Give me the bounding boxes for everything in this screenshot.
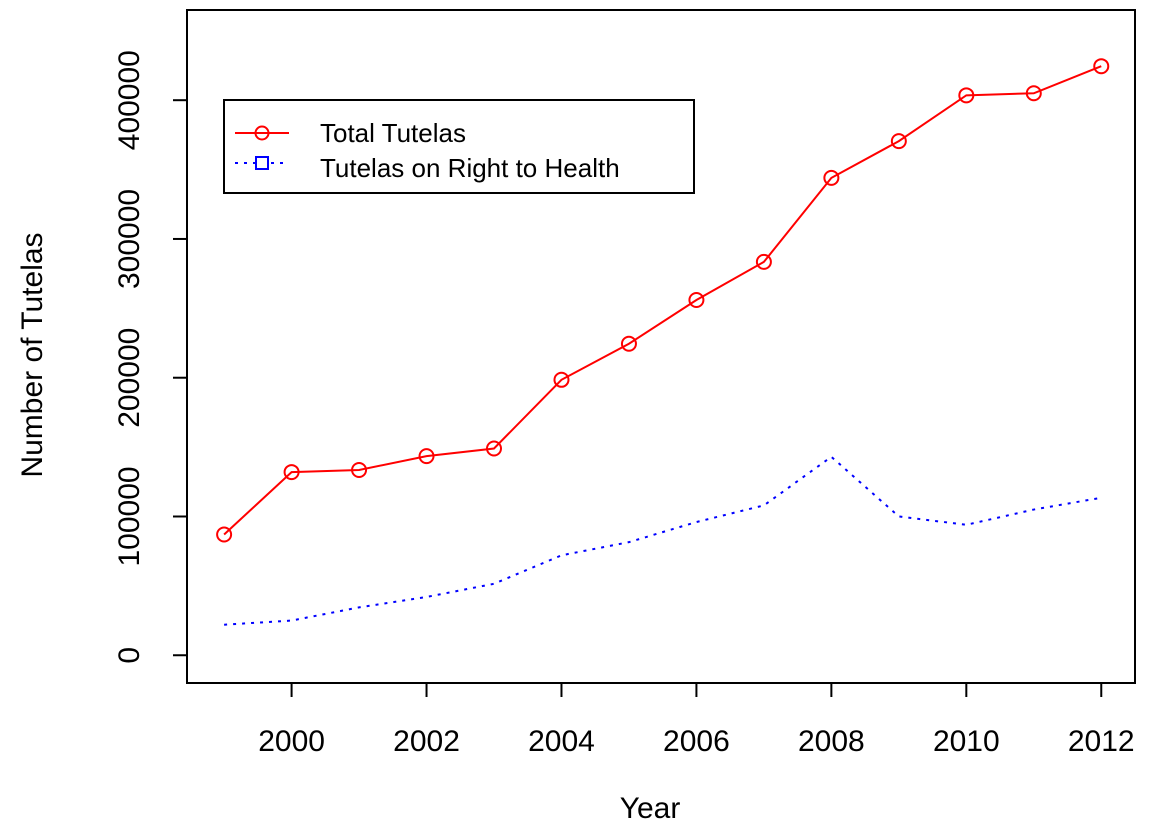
y-axis-title: Number of Tutelas xyxy=(16,232,49,477)
data-point-total-tutelas xyxy=(688,292,705,309)
data-point-total-tutelas xyxy=(1093,58,1110,75)
data-point-total-tutelas xyxy=(1025,85,1042,102)
data-point-total-tutelas xyxy=(755,253,772,270)
x-tick-label: 2010 xyxy=(933,725,1000,758)
axes: 2000 2002 2004 2006 2008 2010 2012 0 100000 20000… xyxy=(113,50,1135,758)
data-point-total-tutelas xyxy=(620,335,637,352)
data-point-total-tutelas xyxy=(890,133,907,150)
data-point-total-tutelas xyxy=(823,169,840,186)
x-tick-label: 2004 xyxy=(528,725,595,758)
series-line-total-tutelas xyxy=(223,65,1102,536)
y-tick-label: 400000 xyxy=(113,50,146,150)
x-tick-label: 2012 xyxy=(1068,725,1135,758)
plot-frame xyxy=(186,9,1136,684)
data-point-total-tutelas xyxy=(283,464,300,481)
x-tick-label: 2006 xyxy=(663,725,730,758)
y-tick-label: 200000 xyxy=(113,328,146,428)
legend-label-right-to-health: Tutelas on Right to Health xyxy=(320,153,620,183)
x-tick-label: 2000 xyxy=(258,725,325,758)
legend-item-right-to-health: Tutelas on Right to Health xyxy=(235,153,620,183)
legend: Total Tutelas Tutelas on Right to Health xyxy=(223,99,695,194)
x-axis-title: Year xyxy=(620,792,681,825)
legend-label-total-tutelas: Total Tutelas xyxy=(320,118,466,148)
x-tick-label: 2008 xyxy=(798,725,865,758)
series-line-tutelas-on-right-to-health xyxy=(224,455,1102,626)
legend-box xyxy=(223,99,695,194)
y-tick-label: 0 xyxy=(113,647,146,664)
series-layer xyxy=(216,58,1110,626)
legend-circle-marker-icon xyxy=(254,125,270,141)
y-tick-label: 300000 xyxy=(113,189,146,289)
data-point-total-tutelas xyxy=(216,526,233,543)
x-tick-label: 2002 xyxy=(393,725,460,758)
legend-square-marker-icon xyxy=(255,156,269,170)
data-point-total-tutelas xyxy=(351,461,368,478)
data-point-total-tutelas xyxy=(486,440,503,457)
y-tick-label: 100000 xyxy=(113,466,146,566)
data-point-total-tutelas xyxy=(958,87,975,104)
data-point-total-tutelas xyxy=(553,371,570,388)
data-point-total-tutelas xyxy=(418,448,435,465)
legend-item-total-tutelas: Total Tutelas xyxy=(235,118,466,148)
